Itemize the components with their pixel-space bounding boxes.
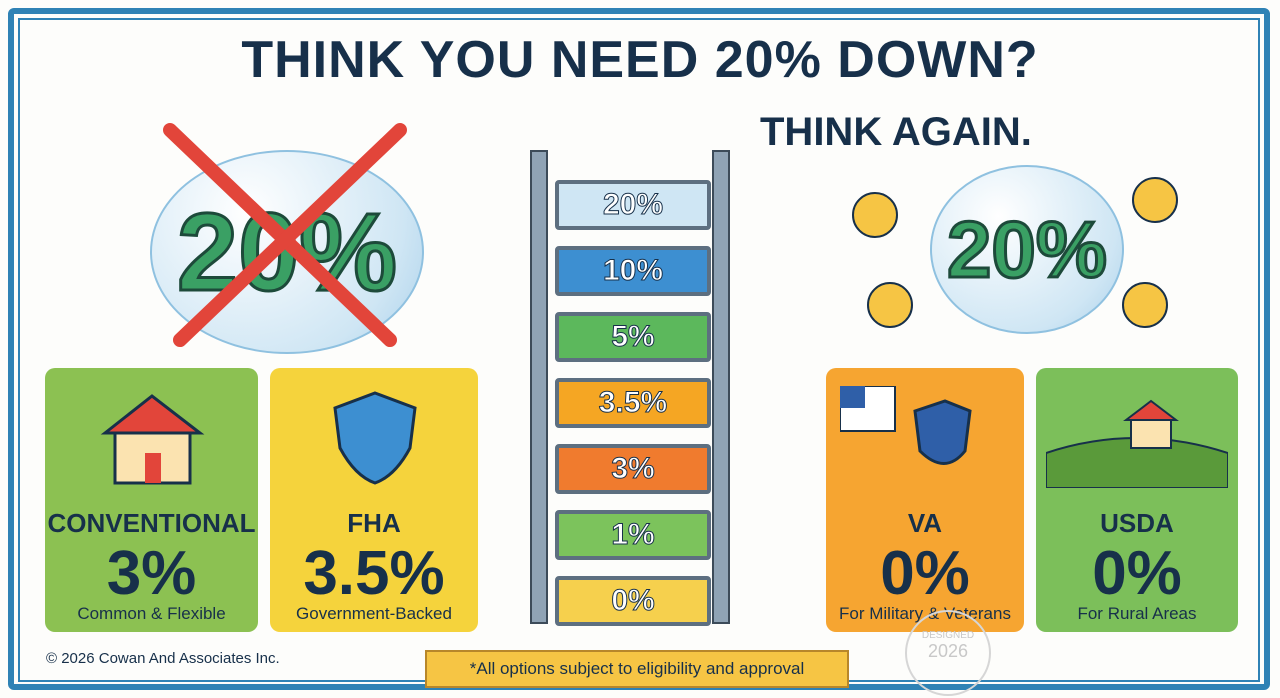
stamp-text: DESIGNED	[921, 630, 975, 641]
title: THINK YOU NEED 20% DOWN?	[241, 31, 1039, 89]
card-rate: 0%	[1092, 539, 1182, 608]
copyright: © 2026 Cowan And Associates Inc.	[46, 650, 280, 667]
flag-icon	[840, 386, 972, 465]
ladder-rung: 10%	[555, 246, 711, 296]
card: USDA 0% For Rural Areas	[1036, 368, 1238, 632]
ladder-rung: 5%	[555, 312, 711, 362]
stamp: DESIGNED 2026	[905, 610, 991, 696]
card-note: Government-Backed	[296, 604, 452, 623]
card-name: FHA	[347, 508, 401, 538]
card-rate: 3%	[106, 539, 197, 608]
farm-icon	[1046, 399, 1228, 488]
card-note: Common & Flexible	[77, 604, 226, 623]
disclaimer-ribbon: *All options subject to eligibility and …	[425, 650, 849, 688]
ladder-rail	[712, 150, 730, 624]
card: CONVENTIONAL 3% Common & Flexible	[45, 368, 258, 632]
card-name: VA	[907, 508, 943, 538]
red-cross	[163, 123, 407, 347]
card-name: USDA	[1100, 508, 1174, 538]
ladder-rung: 3%	[555, 444, 711, 494]
ladder-rung: 20%	[555, 180, 711, 230]
emoji-icons	[852, 177, 1178, 328]
card: FHA 3.5% Government-Backed	[270, 368, 478, 632]
shield-icon	[333, 391, 417, 485]
stamp-year: 2026	[927, 641, 969, 661]
ladder-rung: 0%	[555, 576, 711, 626]
ladder-rail	[530, 150, 548, 624]
subtitle: THINK AGAIN.	[760, 110, 1032, 154]
card-note: For Rural Areas	[1077, 604, 1197, 623]
card: VA 0% For Military & Veterans	[826, 368, 1024, 632]
right-bubble: 20%	[930, 165, 1124, 334]
card-rate: 0%	[880, 539, 970, 608]
ladder-rung: 1%	[555, 510, 711, 560]
card-name: CONVENTIONAL	[47, 508, 256, 538]
house-icon	[100, 394, 205, 485]
card-rate: 3.5%	[303, 539, 445, 608]
ladder-rung: 3.5%	[555, 378, 711, 428]
